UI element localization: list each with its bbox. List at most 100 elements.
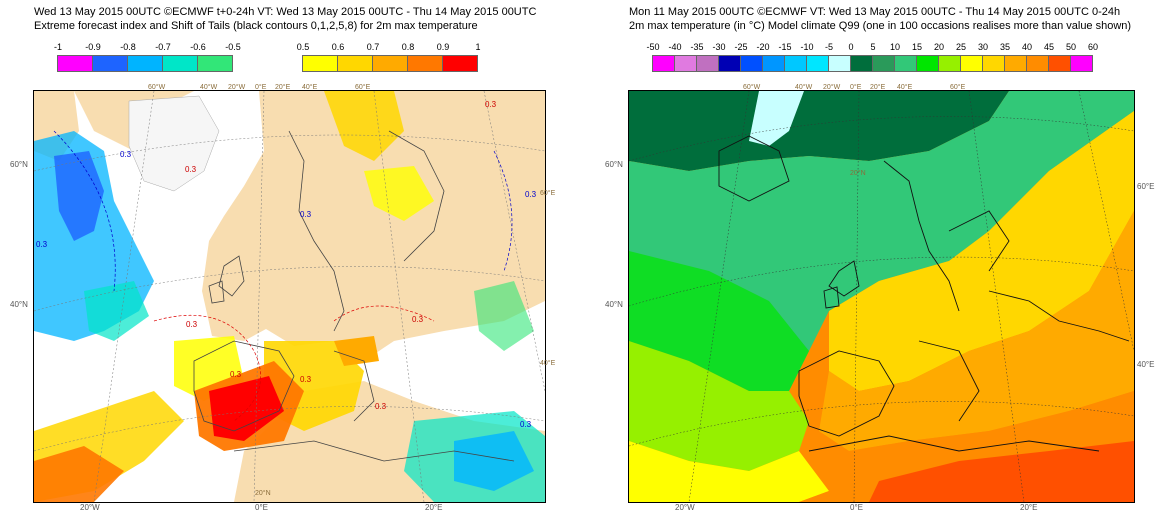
efi-axis-lon-20e: 20°E xyxy=(425,503,443,512)
climate-axis-lat-40n: 40°N xyxy=(605,300,623,309)
climate-legend-tick-label: 50 xyxy=(1065,42,1077,52)
climate-legend-tick-label: -10 xyxy=(800,42,814,52)
efi-legend-positive: 0.5 0.6 0.7 0.8 0.9 1 xyxy=(297,42,488,72)
efi-legend-pos-swatch xyxy=(372,55,408,72)
efi-legend-pos-tick-label: 0.9 xyxy=(436,42,450,52)
efi-contour-label: 0.3 xyxy=(412,315,424,324)
climate-legend-tick-label: 30 xyxy=(977,42,989,52)
efi-legend-pos-tick-label: 0.5 xyxy=(296,42,310,52)
efi-title-line1: Wed 13 May 2015 00UTC ©ECMWF t+0-24h VT:… xyxy=(34,6,537,18)
efi-contour-label: 0.3 xyxy=(230,370,242,379)
efi-legend-neg-swatch xyxy=(197,55,233,72)
efi-map[interactable] xyxy=(33,90,546,503)
efi-contour-label: 0.3 xyxy=(300,210,312,219)
climate-legend-tick-label: -35 xyxy=(690,42,704,52)
efi-grid-60e-right: 60°E xyxy=(540,190,556,197)
climate-legend-swatch xyxy=(872,55,895,72)
efi-legend-neg-tick-label: -0.7 xyxy=(155,42,171,52)
climate-legend-tick-label: -25 xyxy=(734,42,748,52)
climate-legend-swatch xyxy=(1026,55,1049,72)
climate-axis-lon-40e: 40°E xyxy=(1137,360,1155,369)
efi-legend-pos-tick-label: 0.6 xyxy=(331,42,345,52)
climate-grid-40w: 40°W xyxy=(795,84,813,91)
efi-contour-label: 0.3 xyxy=(525,190,537,199)
efi-grid-20w: 20°W xyxy=(228,84,246,91)
efi-legend-pos-tick-label: 0.7 xyxy=(366,42,380,52)
efi-grid-40w: 40°W xyxy=(200,84,218,91)
climate-legend-swatch xyxy=(762,55,785,72)
climate-legend-swatch xyxy=(828,55,851,72)
efi-legend-pos-tick-label: 0.8 xyxy=(401,42,415,52)
efi-title-line2: Extreme forecast index and Shift of Tail… xyxy=(34,20,478,32)
climate-legend-swatch xyxy=(652,55,675,72)
climate-axis-lat-60n: 60°N xyxy=(605,160,623,169)
climate-grid-60w: 60°W xyxy=(743,84,761,91)
climate-legend-tick-label: 5 xyxy=(870,42,876,52)
climate-legend-swatch xyxy=(806,55,829,72)
climate-title-line1: Mon 11 May 2015 00UTC ©ECMWF VT: Wed 13 … xyxy=(629,6,1121,18)
climate-legend-swatch xyxy=(696,55,719,72)
efi-contour-label: 0.3 xyxy=(36,240,48,249)
efi-legend-neg-swatch xyxy=(127,55,163,72)
efi-contour-label: 0.3 xyxy=(120,150,132,159)
efi-legend-pos-tick-label: 1 xyxy=(475,42,481,52)
efi-legend-pos-swatch xyxy=(302,55,338,72)
efi-grid-60w: 60°W xyxy=(148,84,166,91)
efi-grid-0e: 0°E xyxy=(255,84,267,91)
efi-axis-lon-0e: 0°E xyxy=(255,503,268,512)
climate-legend-tick-label: 25 xyxy=(955,42,967,52)
climate-map-graphic xyxy=(629,91,1134,502)
efi-legend-pos-swatch xyxy=(407,55,443,72)
climate-legend-tick-label: -40 xyxy=(668,42,682,52)
efi-axis-lon-20w: 20°W xyxy=(80,503,100,512)
efi-contour-label: 0.3 xyxy=(485,100,497,109)
climate-legend-swatch xyxy=(982,55,1005,72)
efi-contour-label: 0.3 xyxy=(300,375,312,384)
climate-legend-tick-label: 0 xyxy=(848,42,854,52)
efi-legend-pos-swatch xyxy=(442,55,478,72)
efi-legend-neg-swatch xyxy=(57,55,93,72)
climate-legend-tick-label: 15 xyxy=(911,42,923,52)
climate-legend-swatch xyxy=(718,55,741,72)
climate-legend-swatch xyxy=(894,55,917,72)
climate-grid-20w: 20°W xyxy=(823,84,841,91)
climate-legend-swatch xyxy=(1070,55,1093,72)
efi-grid-20n: 20°N xyxy=(255,490,271,497)
climate-legend-swatch xyxy=(1048,55,1071,72)
climate-grid-40e: 40°E xyxy=(897,84,913,91)
climate-legend-tick-label: -15 xyxy=(778,42,792,52)
efi-legend-neg-tick-label: -0.9 xyxy=(85,42,101,52)
climate-grid-60e: 60°E xyxy=(950,84,966,91)
efi-contour-label: 0.3 xyxy=(520,420,532,429)
efi-legend-neg-tick-label: -1 xyxy=(53,42,63,52)
efi-grid-20e: 20°E xyxy=(275,84,291,91)
efi-axis-lat-40n: 40°N xyxy=(10,300,28,309)
efi-legend-pos-swatch xyxy=(337,55,373,72)
efi-contour-label: 0.3 xyxy=(186,320,198,329)
climate-legend-tick-label: 35 xyxy=(999,42,1011,52)
climate-title-line2: 2m max temperature (in °C) Model climate… xyxy=(629,20,1132,32)
climate-legend-swatch xyxy=(850,55,873,72)
climate-legend-tick-label: -50 xyxy=(646,42,660,52)
climate-legend-tick-label: -30 xyxy=(712,42,726,52)
efi-legend-neg-tick-label: -0.6 xyxy=(190,42,206,52)
climate-axis-lon-20e: 20°E xyxy=(1020,503,1038,512)
efi-grid-40e-right: 40°E xyxy=(540,360,556,367)
efi-legend-neg-tick-label: -0.5 xyxy=(225,42,241,52)
climate-axis-lon-60e: 60°E xyxy=(1137,182,1155,191)
climate-panel: Mon 11 May 2015 00UTC ©ECMWF VT: Wed 13 … xyxy=(595,0,1165,517)
efi-panel: Wed 13 May 2015 00UTC ©ECMWF t+0-24h VT:… xyxy=(0,0,580,517)
climate-map[interactable] xyxy=(628,90,1135,503)
climate-legend-swatch xyxy=(938,55,961,72)
climate-legend-swatch xyxy=(740,55,763,72)
efi-grid-40e: 40°E xyxy=(302,84,318,91)
climate-legend-swatch xyxy=(960,55,983,72)
climate-grid-20e: 20°E xyxy=(870,84,886,91)
efi-legend-negative: -1 -0.9 -0.8 -0.7 -0.6 -0.5 xyxy=(54,42,243,72)
climate-axis-lon-0e: 0°E xyxy=(850,503,863,512)
climate-legend-tick-label: 40 xyxy=(1021,42,1033,52)
efi-contour-label: 0.3 xyxy=(185,165,197,174)
efi-axis-lat-60n: 60°N xyxy=(10,160,28,169)
climate-legend-swatch xyxy=(784,55,807,72)
climate-legend: -50 -40 -35 -30 -25 -20 -15 -10 -5 0 5 10 15 20 25 30 35… xyxy=(646,42,1113,72)
